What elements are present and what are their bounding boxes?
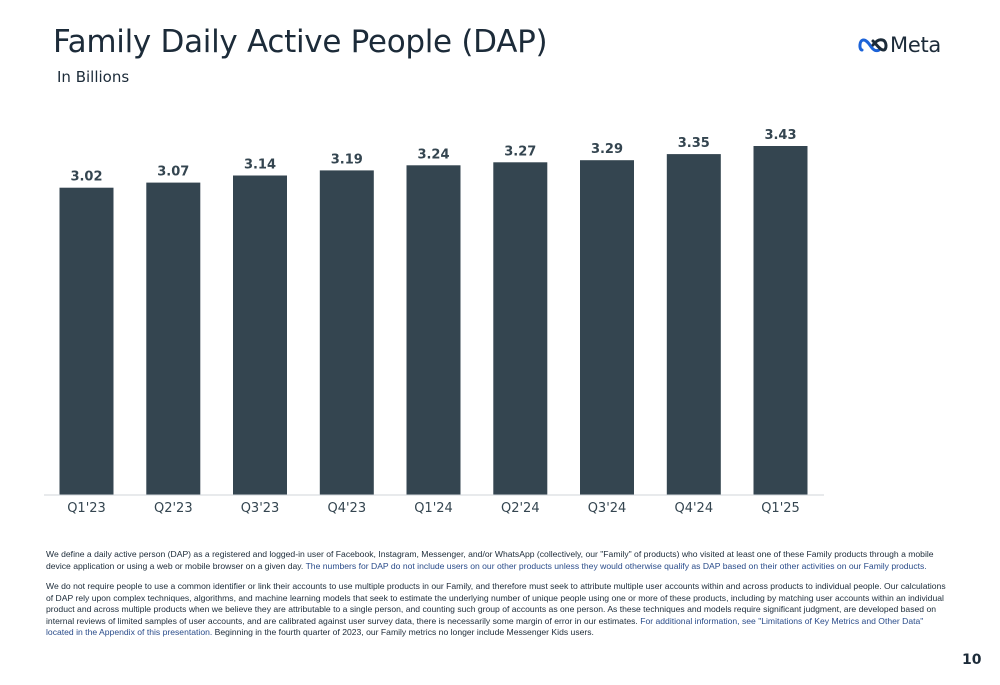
footnote-dap-definition: We define a daily active person (DAP) as… xyxy=(46,549,951,572)
meta-logo-text: Meta xyxy=(890,33,941,57)
x-tick-label: Q3'24 xyxy=(588,501,627,516)
bar xyxy=(233,175,287,495)
footnote-dap-definition-text: We define a daily active person (DAP) as… xyxy=(46,549,934,571)
bar xyxy=(580,160,634,495)
page-subtitle: In Billions xyxy=(57,68,130,86)
bar-value-label: 3.29 xyxy=(591,142,623,157)
bar-value-label: 3.19 xyxy=(331,152,363,167)
bar-value-label: 3.14 xyxy=(244,158,276,173)
meta-logo: Meta xyxy=(858,33,941,57)
bar xyxy=(753,146,808,495)
bar xyxy=(319,170,374,495)
bar xyxy=(666,154,721,495)
page-title: Family Daily Active People (DAP) xyxy=(53,24,548,60)
x-tick-label: Q1'25 xyxy=(761,501,800,516)
x-tick-label: Q2'24 xyxy=(501,501,540,516)
bar-value-label: 3.35 xyxy=(678,136,710,151)
bar xyxy=(493,162,548,496)
page-number: 10 xyxy=(962,652,982,668)
x-tick-label: Q4'24 xyxy=(674,501,713,516)
footnote-appendix-reference: For additional information, see "Limitat… xyxy=(46,615,924,638)
bar xyxy=(146,182,201,495)
x-tick-label: Q1'23 xyxy=(67,501,106,516)
x-tick-label: Q3'23 xyxy=(241,501,280,516)
bar-value-label: 3.24 xyxy=(417,147,449,162)
x-tick-label: Q4'23 xyxy=(327,501,366,516)
bar-value-label: 3.02 xyxy=(70,170,102,185)
footnotes: We define a daily active person (DAP) as… xyxy=(46,549,951,648)
x-tick-label: Q2'23 xyxy=(154,501,193,516)
meta-infinity-logo-icon xyxy=(858,38,888,53)
dap-bar-chart: 3.02 3.07 3.14 3.19 3.24 3.27 3.29 3.35 3.43 Q1'… xyxy=(44,128,824,516)
bar xyxy=(406,165,461,496)
footnote-methodology-text: We do not require people to use a common… xyxy=(46,581,946,626)
bar xyxy=(59,187,114,495)
footnote-messenger-kids-text: Beginning in the fourth quarter of 2023,… xyxy=(214,627,594,637)
bar-value-label: 3.27 xyxy=(504,144,536,159)
bar-value-label: 3.07 xyxy=(157,165,189,180)
footnote-dap-exclusion-text: The numbers for DAP do not include users… xyxy=(305,560,927,571)
bar-value-label: 3.43 xyxy=(764,128,796,143)
x-tick-label: Q1'24 xyxy=(414,501,453,516)
footnote-dap-methodology: We do not require people to use a common… xyxy=(46,581,951,639)
